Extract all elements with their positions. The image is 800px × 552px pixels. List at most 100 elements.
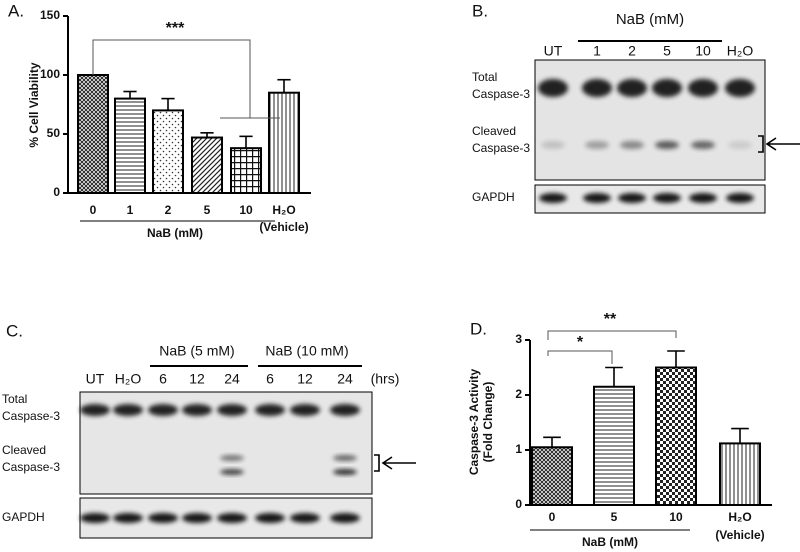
x-tick-label: 5 bbox=[611, 510, 618, 524]
significance-label: ** bbox=[604, 311, 617, 328]
group-label: NaB (10 mM) bbox=[265, 343, 348, 359]
unit-label: (hrs) bbox=[371, 371, 400, 387]
band bbox=[80, 513, 110, 523]
y-tick-label: 1 bbox=[515, 442, 522, 456]
y-tick-label: 100 bbox=[40, 67, 60, 81]
group-label: NaB (mM) bbox=[582, 535, 638, 549]
band bbox=[582, 79, 612, 97]
band bbox=[148, 404, 178, 416]
lane-label: 5 bbox=[663, 43, 671, 59]
band bbox=[290, 404, 320, 416]
band bbox=[80, 404, 110, 416]
band bbox=[330, 404, 360, 416]
band bbox=[333, 469, 357, 475]
lane-label: H₂O bbox=[727, 43, 754, 59]
lane-label: 12 bbox=[189, 371, 205, 387]
lane-label: 24 bbox=[337, 371, 353, 387]
bar bbox=[114, 97, 146, 194]
bar bbox=[152, 109, 184, 194]
band bbox=[217, 404, 247, 416]
significance-bracket bbox=[547, 350, 613, 364]
band bbox=[620, 141, 644, 149]
panel-label: B. bbox=[472, 1, 488, 20]
row-label: Caspase-3 bbox=[472, 141, 530, 155]
arrow bbox=[374, 454, 416, 472]
panel-label: D. bbox=[470, 319, 487, 338]
row-label: GAPDH bbox=[472, 190, 515, 204]
band bbox=[689, 193, 717, 203]
x-tick-label: H₂O bbox=[272, 203, 295, 217]
vehicle-label: (Vehicle) bbox=[259, 220, 308, 234]
band bbox=[726, 193, 754, 203]
blot-membrane bbox=[534, 59, 766, 181]
lane-label: 24 bbox=[224, 371, 240, 387]
significance-label: *** bbox=[166, 20, 185, 37]
band bbox=[182, 513, 212, 523]
x-tick-label: 10 bbox=[669, 510, 683, 524]
bar bbox=[719, 442, 761, 506]
y-tick-label: 0 bbox=[515, 497, 522, 511]
group-label: NaB (mM) bbox=[616, 11, 684, 28]
band bbox=[148, 513, 178, 523]
row-label: Total bbox=[472, 70, 497, 84]
lane-label: 6 bbox=[266, 371, 274, 387]
bar bbox=[593, 385, 635, 506]
x-tick-label: 5 bbox=[204, 203, 211, 217]
x-tick-label: 0 bbox=[90, 203, 97, 217]
bar bbox=[230, 147, 262, 195]
lane-label: H₂O bbox=[115, 371, 142, 387]
row-label: Caspase-3 bbox=[472, 87, 530, 101]
band bbox=[583, 193, 611, 203]
band bbox=[217, 513, 247, 523]
band bbox=[538, 79, 568, 97]
band bbox=[182, 404, 212, 416]
band bbox=[688, 79, 718, 97]
y-axis-label: % Cell Viability bbox=[27, 62, 41, 147]
band bbox=[725, 79, 755, 97]
band bbox=[539, 193, 567, 203]
band bbox=[113, 404, 143, 416]
band bbox=[255, 404, 285, 416]
row-label: Cleaved bbox=[472, 124, 516, 138]
lane-label: 10 bbox=[695, 43, 711, 59]
row-label: Cleaved bbox=[2, 443, 46, 457]
row-label: Caspase-3 bbox=[2, 409, 60, 423]
band bbox=[333, 455, 357, 461]
row-label: Total bbox=[2, 392, 27, 406]
band bbox=[652, 79, 682, 97]
band bbox=[728, 141, 752, 149]
arrow bbox=[758, 135, 800, 153]
band bbox=[585, 141, 609, 149]
band bbox=[220, 455, 244, 461]
y-axis-label: Caspase-3 Activity bbox=[467, 369, 481, 476]
bar bbox=[191, 136, 223, 194]
y-tick-label: 3 bbox=[515, 332, 522, 346]
significance-bracket bbox=[92, 39, 251, 118]
lane-label: 1 bbox=[593, 43, 601, 59]
panel-label: A. bbox=[8, 1, 24, 20]
group-label: NaB (5 mM) bbox=[159, 343, 234, 359]
x-tick-label: 0 bbox=[549, 510, 556, 524]
y-tick-label: 0 bbox=[53, 185, 60, 199]
lane-label: UT bbox=[86, 371, 105, 387]
lane-label: UT bbox=[544, 43, 563, 59]
x-tick-label: 1 bbox=[127, 203, 134, 217]
x-tick-label: H₂O bbox=[728, 510, 751, 524]
band bbox=[541, 141, 565, 149]
band bbox=[618, 193, 646, 203]
group-label: NaB (mM) bbox=[147, 226, 203, 240]
vehicle-label: (Vehicle) bbox=[715, 528, 764, 542]
x-tick-label: 10 bbox=[239, 203, 253, 217]
band bbox=[653, 193, 681, 203]
band bbox=[617, 79, 647, 97]
band bbox=[255, 513, 285, 523]
band bbox=[691, 141, 715, 149]
row-label: Caspase-3 bbox=[2, 460, 60, 474]
lane-label: 2 bbox=[628, 43, 636, 59]
band bbox=[655, 141, 679, 149]
y-tick-label: 2 bbox=[515, 387, 522, 401]
y-axis-label: (Fold Change) bbox=[481, 382, 495, 463]
significance-label: * bbox=[577, 334, 584, 351]
significance-bracket bbox=[547, 330, 677, 340]
